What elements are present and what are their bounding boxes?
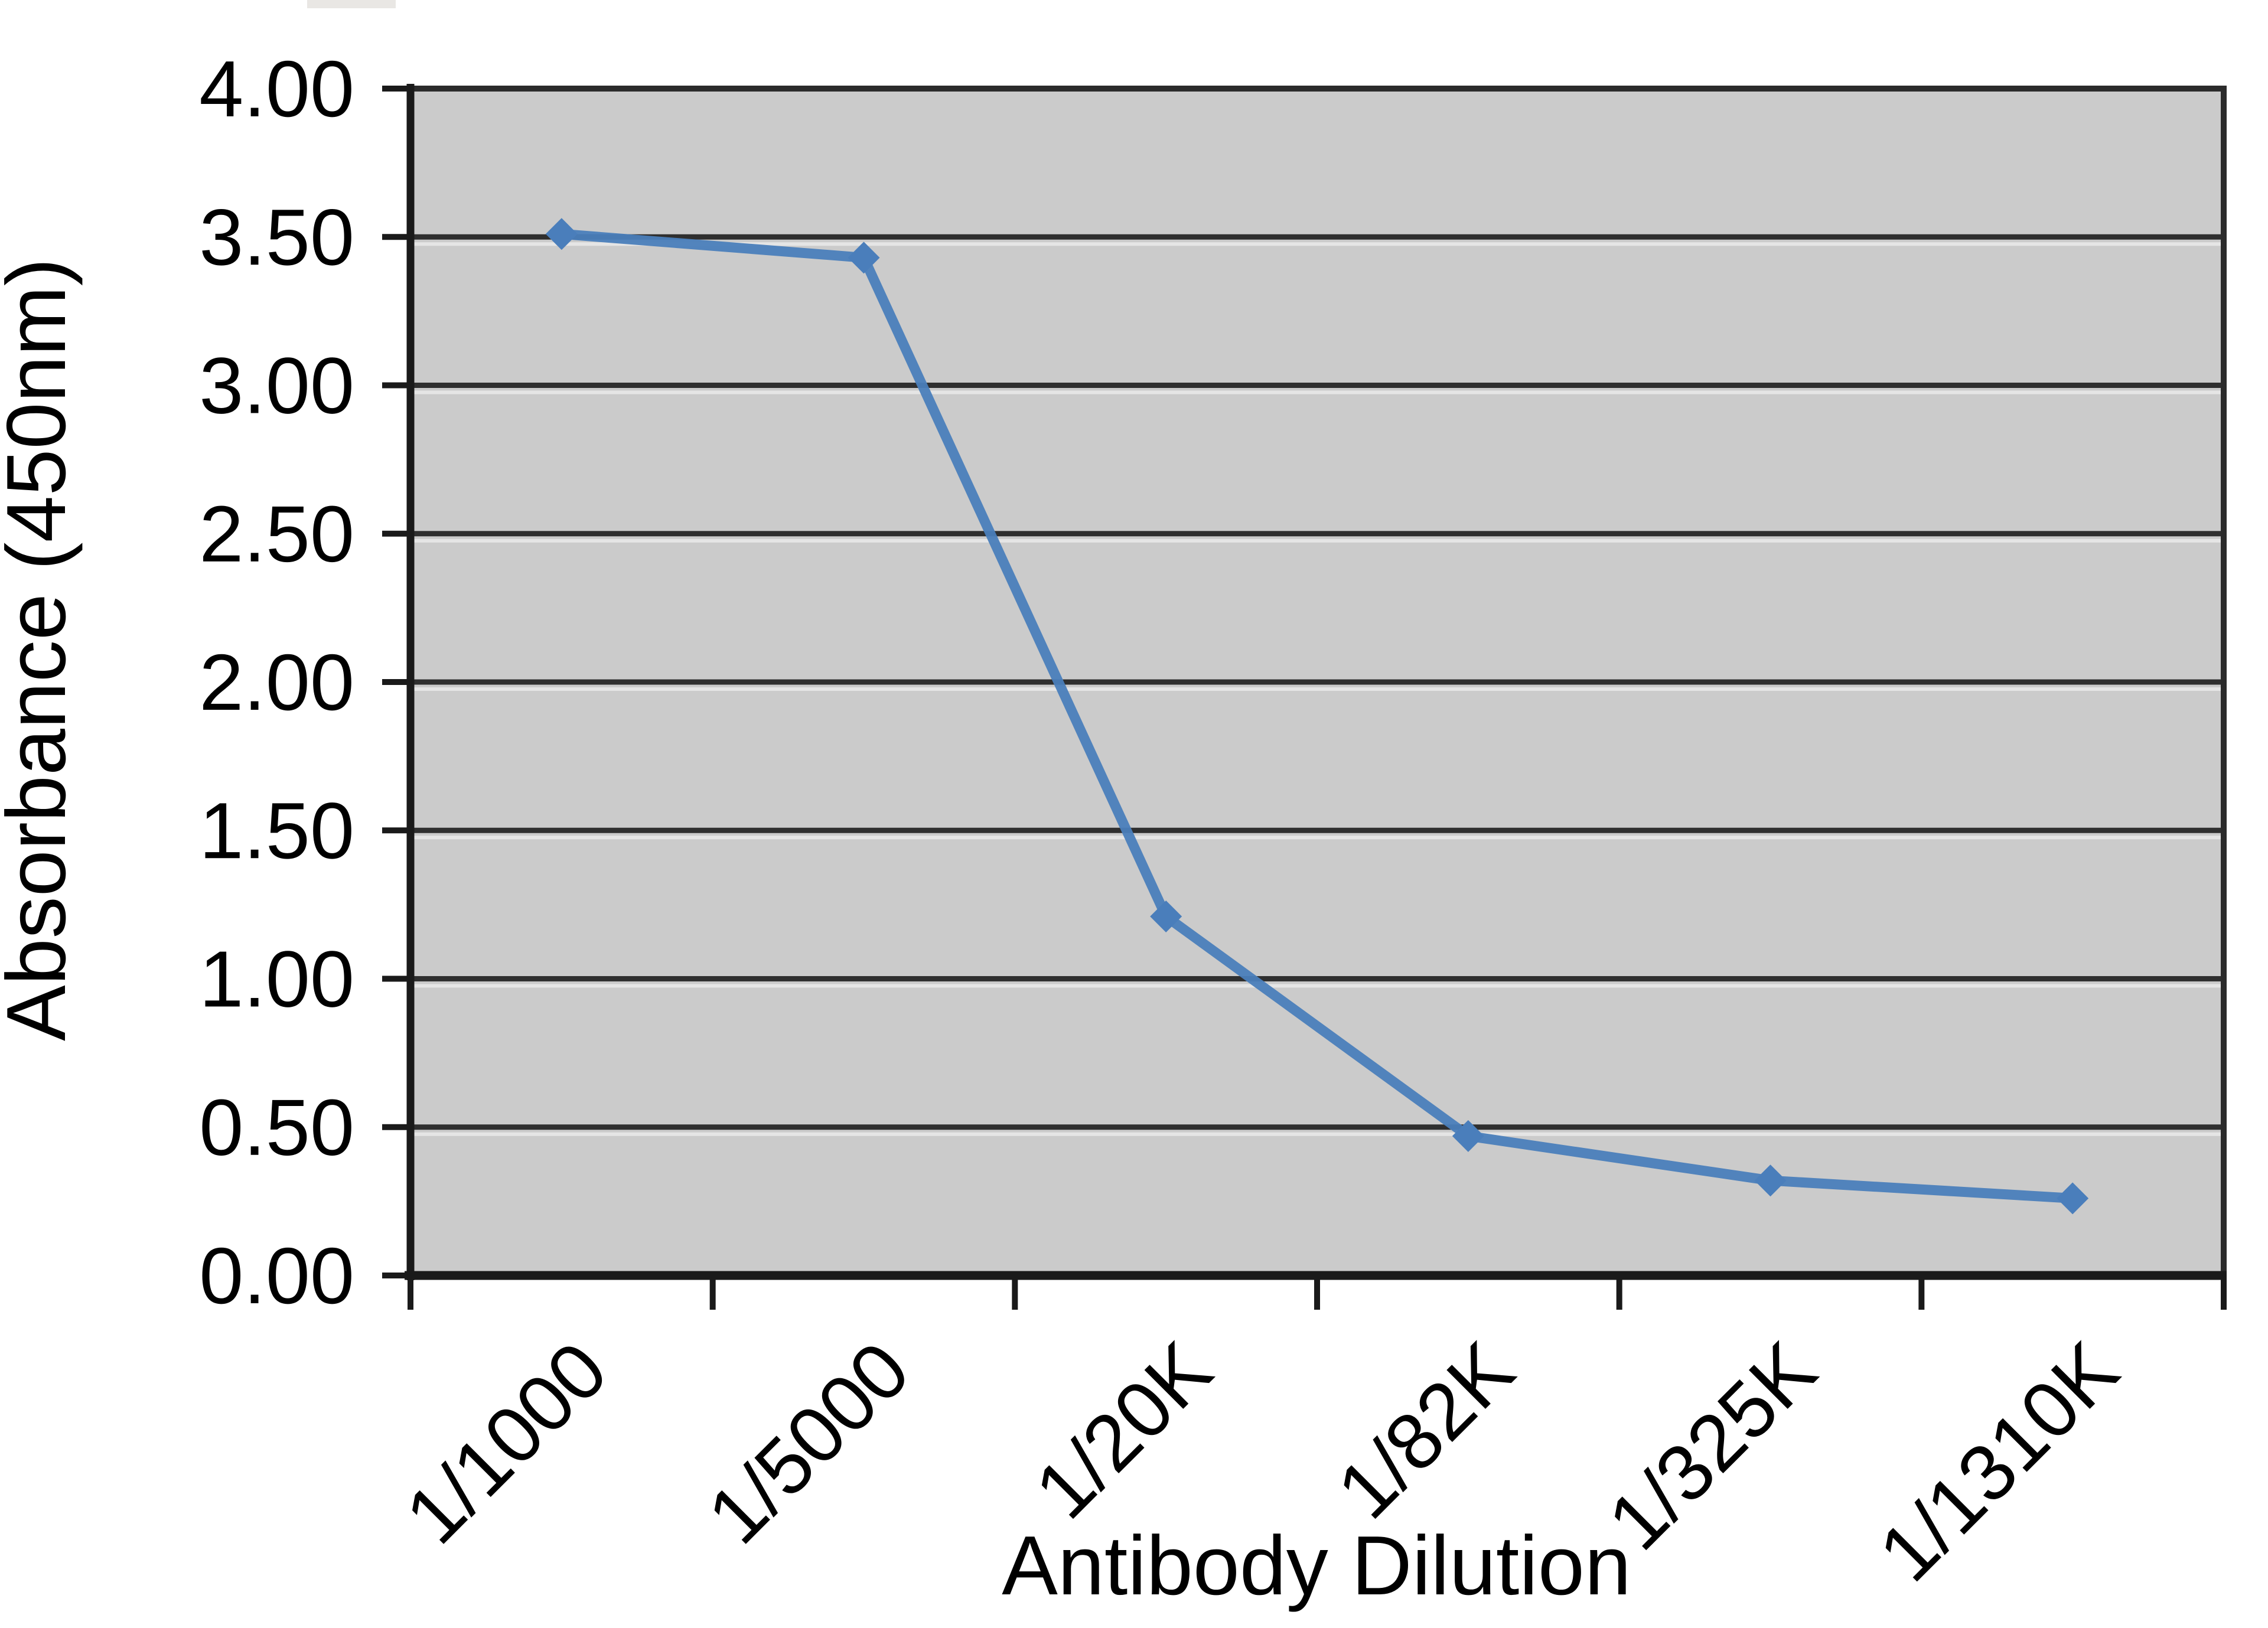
y-tick-label: 1.00	[199, 935, 354, 1024]
x-tick-label: 1/1310K	[1862, 1325, 2135, 1598]
data-point-marker	[1150, 900, 1182, 932]
data-point-marker	[848, 242, 880, 274]
data-series	[545, 218, 2089, 1215]
scan-artifact-smudge	[307, 0, 396, 8]
data-point-marker	[1452, 1120, 1484, 1152]
y-axis-title: Absorbance (450nm)	[0, 258, 83, 1041]
y-tick-label: 4.00	[199, 44, 354, 133]
y-tick-label: 1.50	[199, 786, 354, 875]
x-tick-label: 1/20K	[1018, 1325, 1228, 1535]
series-line	[556, 229, 2078, 1203]
x-tick-label: 1/82K	[1320, 1325, 1530, 1535]
y-tick-label: 3.00	[199, 341, 354, 430]
axis-ticks	[382, 86, 2227, 1310]
y-tick-label: 0.00	[199, 1231, 354, 1320]
y-tick-labels: 0.00 0.50 1.00 1.50 2.00 2.50 3.00 3.50 4.00	[199, 44, 354, 1320]
data-point-marker	[1754, 1164, 1787, 1197]
x-axis-title: Antibody Dilution	[1002, 1519, 1631, 1613]
x-tick-label: 1/5000	[690, 1325, 926, 1561]
data-point-marker	[545, 218, 578, 250]
y-tick-label: 3.50	[199, 193, 354, 282]
y-tick-label: 2.00	[199, 638, 354, 727]
gridlines	[410, 234, 2224, 1136]
data-point-marker	[2057, 1182, 2089, 1215]
y-tick-label: 2.50	[199, 490, 354, 579]
x-tick-label: 1/1000	[389, 1325, 624, 1561]
y-tick-label: 0.50	[199, 1083, 354, 1172]
